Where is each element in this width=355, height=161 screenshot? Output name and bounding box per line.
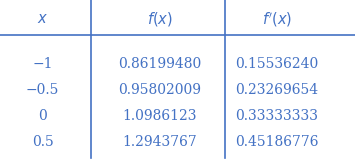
Text: 0.15536240: 0.15536240 [235,57,318,71]
Text: −1: −1 [32,57,53,71]
Text: 0.33333333: 0.33333333 [235,109,318,123]
Text: 0.45186776: 0.45186776 [235,135,319,149]
Text: $x$: $x$ [37,12,48,26]
Text: 0.23269654: 0.23269654 [235,83,318,97]
Text: −0.5: −0.5 [26,83,59,97]
Text: 0.95802009: 0.95802009 [118,83,201,97]
Text: 0.5: 0.5 [32,135,54,149]
Text: 0.86199480: 0.86199480 [118,57,201,71]
Text: $f(x)$: $f(x)$ [147,10,173,28]
Text: $f^{\prime}(x)$: $f^{\prime}(x)$ [262,10,292,29]
Text: 1.2943767: 1.2943767 [122,135,197,149]
Text: 1.0986123: 1.0986123 [122,109,197,123]
Text: 0: 0 [38,109,47,123]
